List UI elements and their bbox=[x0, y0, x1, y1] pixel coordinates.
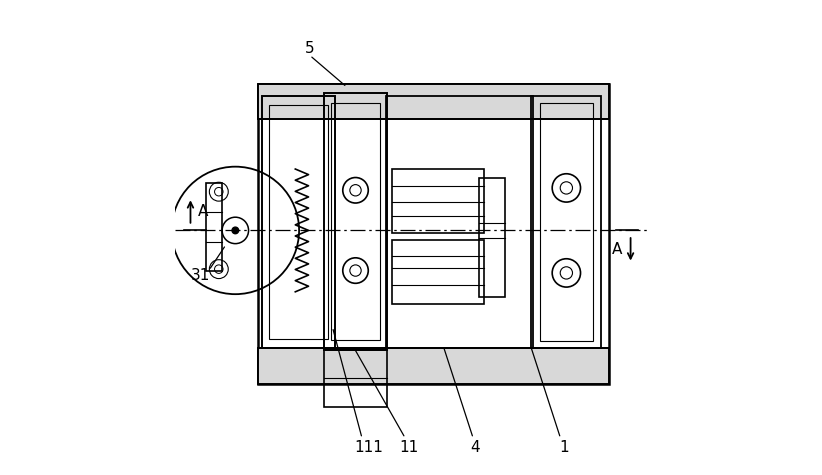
Bar bbox=[257, 84, 609, 119]
Bar bbox=[479, 179, 506, 296]
Bar bbox=[270, 105, 328, 339]
Bar bbox=[257, 84, 609, 119]
Bar bbox=[257, 349, 609, 384]
Text: 11: 11 bbox=[399, 440, 418, 455]
Text: 31: 31 bbox=[192, 268, 210, 283]
Circle shape bbox=[232, 227, 238, 234]
Bar bbox=[324, 350, 387, 407]
Text: 111: 111 bbox=[354, 440, 383, 455]
Bar bbox=[206, 183, 222, 271]
Text: 4: 4 bbox=[470, 440, 479, 455]
Text: 1: 1 bbox=[560, 440, 570, 455]
Bar bbox=[257, 349, 609, 384]
Text: A: A bbox=[197, 204, 208, 219]
Bar bbox=[330, 103, 381, 341]
Text: 5: 5 bbox=[305, 41, 314, 56]
Bar bbox=[262, 96, 335, 349]
Bar bbox=[324, 94, 387, 350]
Bar bbox=[392, 240, 484, 304]
Bar bbox=[540, 103, 593, 342]
Bar bbox=[386, 96, 533, 349]
Bar bbox=[257, 84, 609, 384]
Text: A: A bbox=[612, 242, 622, 257]
Bar bbox=[392, 169, 484, 233]
Bar bbox=[531, 96, 602, 349]
